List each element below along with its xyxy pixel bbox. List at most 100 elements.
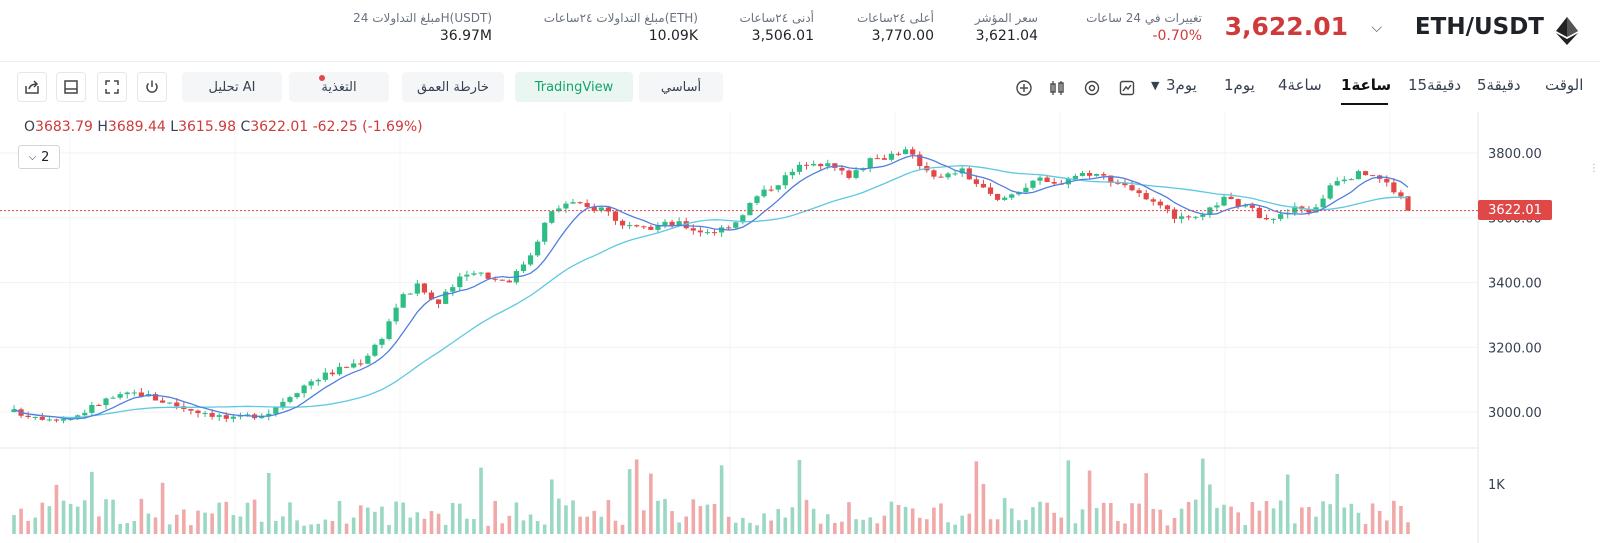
- basic-chart-button[interactable]: أساسي: [639, 72, 723, 102]
- volume-bar: [82, 500, 87, 534]
- volume-bar: [712, 504, 717, 534]
- candle-body: [1341, 179, 1347, 182]
- timeframe-15m[interactable]: 15دقيقة: [1408, 76, 1462, 94]
- volume-bar: [995, 519, 1000, 534]
- candle-body: [1242, 205, 1248, 207]
- volume-bar: [1377, 510, 1382, 534]
- share-button[interactable]: [17, 72, 47, 102]
- volume-bar: [472, 519, 476, 534]
- candle-body: [584, 203, 590, 207]
- timeframe-1d[interactable]: 1يوم: [1224, 76, 1255, 94]
- volume-bar: [528, 514, 533, 534]
- volume-bar: [790, 507, 795, 534]
- feed-button[interactable]: التغذية: [289, 72, 389, 102]
- settings-icon[interactable]: [1083, 79, 1101, 97]
- candle-body: [1370, 175, 1376, 177]
- candle-body: [655, 225, 661, 230]
- candle-body: [1044, 177, 1050, 183]
- chevron-down-icon[interactable]: ⌵: [1371, 20, 1382, 36]
- timeframe-4h[interactable]: 4ساعة: [1278, 76, 1322, 94]
- ohlc-high-key: H: [97, 119, 108, 135]
- volume-bar: [19, 508, 23, 534]
- ohlc-close-key: C: [240, 119, 251, 135]
- volume-bar: [719, 465, 724, 534]
- volume-bar: [1080, 509, 1085, 534]
- candle-body: [726, 227, 732, 229]
- last-price: 3,622.01: [1224, 12, 1348, 41]
- depth-chart-button[interactable]: خارطة العمق: [402, 72, 504, 102]
- scroll-handle-icon[interactable]: ⋮: [1589, 163, 1599, 174]
- timeframe-1h[interactable]: 1ساعة: [1341, 76, 1392, 94]
- volume-bar: [656, 500, 660, 534]
- volume-bar: [868, 517, 873, 534]
- candle-body: [1362, 171, 1369, 176]
- volume-bar: [804, 499, 809, 534]
- volume-bar: [1101, 502, 1106, 534]
- volume-bar: [946, 522, 950, 534]
- volume-bar: [309, 524, 313, 534]
- volume-bar: [1052, 512, 1056, 534]
- volume-bar: [1200, 458, 1205, 534]
- fullscreen-icon: [105, 80, 119, 94]
- volume-bar: [1116, 520, 1120, 534]
- volume-bar: [238, 516, 243, 534]
- volume-bar: [818, 523, 823, 534]
- candle-body: [1122, 183, 1128, 186]
- plus-circle-icon[interactable]: [1015, 79, 1033, 97]
- volume-bar: [174, 514, 179, 534]
- candle-body: [216, 415, 222, 417]
- candle-body: [11, 409, 17, 413]
- volume-bar: [281, 516, 285, 534]
- candles-icon[interactable]: [1048, 79, 1066, 97]
- chevron-down-icon: ⌵: [28, 151, 37, 163]
- candle-body: [719, 227, 725, 233]
- volume-bar: [663, 498, 667, 534]
- candle-body: [782, 175, 788, 186]
- volume-bar: [762, 513, 766, 534]
- candle-body: [874, 158, 880, 160]
- volume-bar: [1363, 524, 1368, 534]
- stat-value: 36.97M: [439, 28, 492, 44]
- volume-bar: [40, 502, 45, 534]
- candle-body: [754, 196, 760, 203]
- trading-pair[interactable]: ETH/USDT: [1414, 14, 1544, 40]
- tradingview-button[interactable]: TradingView: [515, 72, 633, 102]
- ethereum-icon: [1556, 17, 1578, 45]
- volume-bar: [811, 508, 816, 534]
- candle-body: [499, 279, 505, 281]
- candle-body: [1249, 205, 1255, 208]
- reset-button[interactable]: [137, 72, 167, 102]
- candle-body: [796, 164, 803, 172]
- candle-body: [1079, 173, 1086, 176]
- volume-bar: [769, 520, 773, 534]
- stat-label: سعر المؤشر: [974, 11, 1038, 25]
- volume-bar: [295, 520, 299, 534]
- volume-bar: [691, 499, 696, 534]
- more-timeframes-chevron-icon[interactable]: ▼: [1151, 79, 1160, 92]
- candle-body: [1002, 197, 1008, 200]
- volume-bar: [733, 522, 738, 534]
- volume-bar: [54, 484, 59, 534]
- volume-bar: [252, 499, 257, 534]
- candle-body: [435, 299, 442, 304]
- indicators-icon[interactable]: [1118, 79, 1136, 97]
- timeframe-5m[interactable]: 5دقيقة: [1477, 76, 1521, 94]
- volume-bar: [677, 522, 681, 534]
- candle-body: [895, 153, 902, 155]
- candle-body: [1235, 199, 1241, 207]
- volume-bar: [104, 499, 108, 534]
- volume-bar: [649, 473, 653, 534]
- volume-bar: [1179, 508, 1184, 534]
- ai-analysis-button[interactable]: تحليل AI: [182, 72, 282, 102]
- candle-body: [464, 274, 470, 277]
- volume-bar: [953, 524, 957, 534]
- fullscreen-button[interactable]: [97, 72, 127, 102]
- timeframe-time[interactable]: الوقت: [1545, 76, 1584, 94]
- candle-body: [902, 149, 909, 155]
- candle-body: [938, 176, 944, 178]
- layout-button[interactable]: [56, 72, 86, 102]
- indicator-toggle[interactable]: ⌵ 2: [18, 145, 60, 169]
- timeframe-3d[interactable]: 3يوم: [1166, 76, 1197, 94]
- candle-body: [159, 400, 166, 403]
